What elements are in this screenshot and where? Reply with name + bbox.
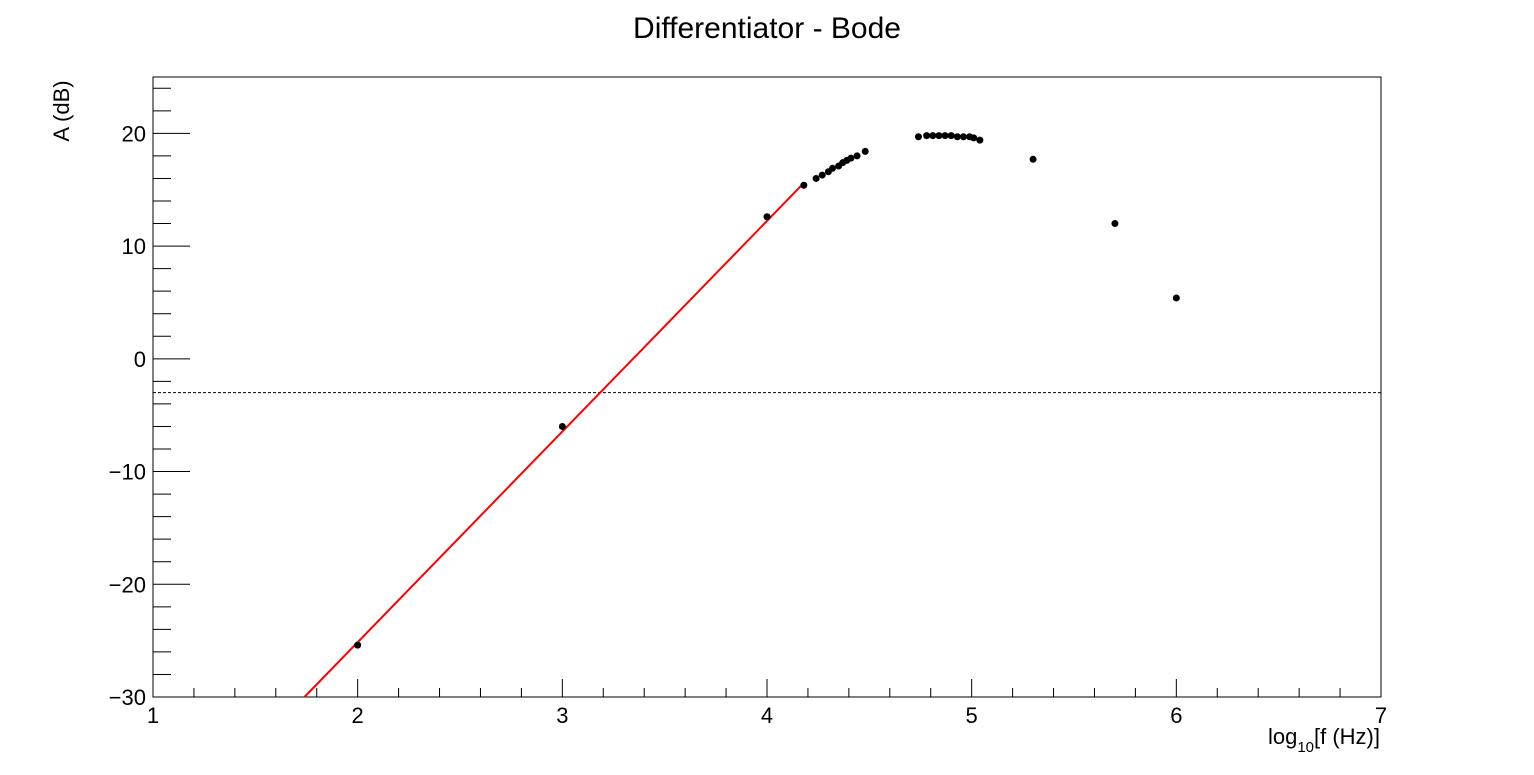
y-axis-label: A (dB) [49,80,74,141]
y-tick-label: 20 [122,121,146,146]
data-point [1029,155,1037,163]
y-tick-label: −30 [109,685,146,710]
data-point [558,422,566,430]
x-axis-label-prefix: log [1268,724,1297,749]
data-point [929,132,937,140]
data-point [853,152,861,160]
y-tick-label: 10 [122,234,146,259]
data-point [970,134,978,142]
x-tick-label: 1 [147,703,159,728]
data-point [1111,220,1119,228]
fit-line-group [303,182,805,698]
data-point [923,132,931,140]
data-point [947,132,955,140]
data-point [354,641,362,649]
tick-labels: 1 2 3 4 5 6 7 −30 −20 −10 0 10 20 [109,121,1387,728]
x-tick-label: 3 [556,703,568,728]
x-axis-label-suffix: [f (Hz)] [1314,724,1380,749]
y-tick-label: 0 [134,347,146,372]
data-point [818,171,826,179]
x-tick-label: 2 [352,703,364,728]
chart-title: Differentiator - Bode [633,12,901,45]
data-point [861,147,869,155]
data-point [953,133,961,141]
x-tick-label: 4 [761,703,773,728]
data-point [976,136,984,144]
y-tick-label: −10 [109,460,146,485]
data-point [941,132,949,140]
x-tick-label: 7 [1375,703,1387,728]
ticks [152,87,1382,698]
data-point [763,213,771,221]
fit-line [303,182,805,698]
data-points [354,132,1180,649]
axes [152,76,1382,698]
data-point [828,164,836,172]
data-point [1172,294,1180,302]
plot-frame [152,76,1382,698]
data-point [935,132,943,140]
x-tick-label: 6 [1170,703,1182,728]
data-point [959,133,967,141]
x-axis-label: log10[f (Hz)] [1268,724,1380,756]
x-tick-label: 5 [966,703,978,728]
x-axis-label-subscript: 10 [1297,739,1314,756]
data-point [812,174,820,182]
data-point [800,181,808,189]
data-point [914,133,922,141]
y-tick-label: −20 [109,572,146,597]
data-point [847,154,855,162]
